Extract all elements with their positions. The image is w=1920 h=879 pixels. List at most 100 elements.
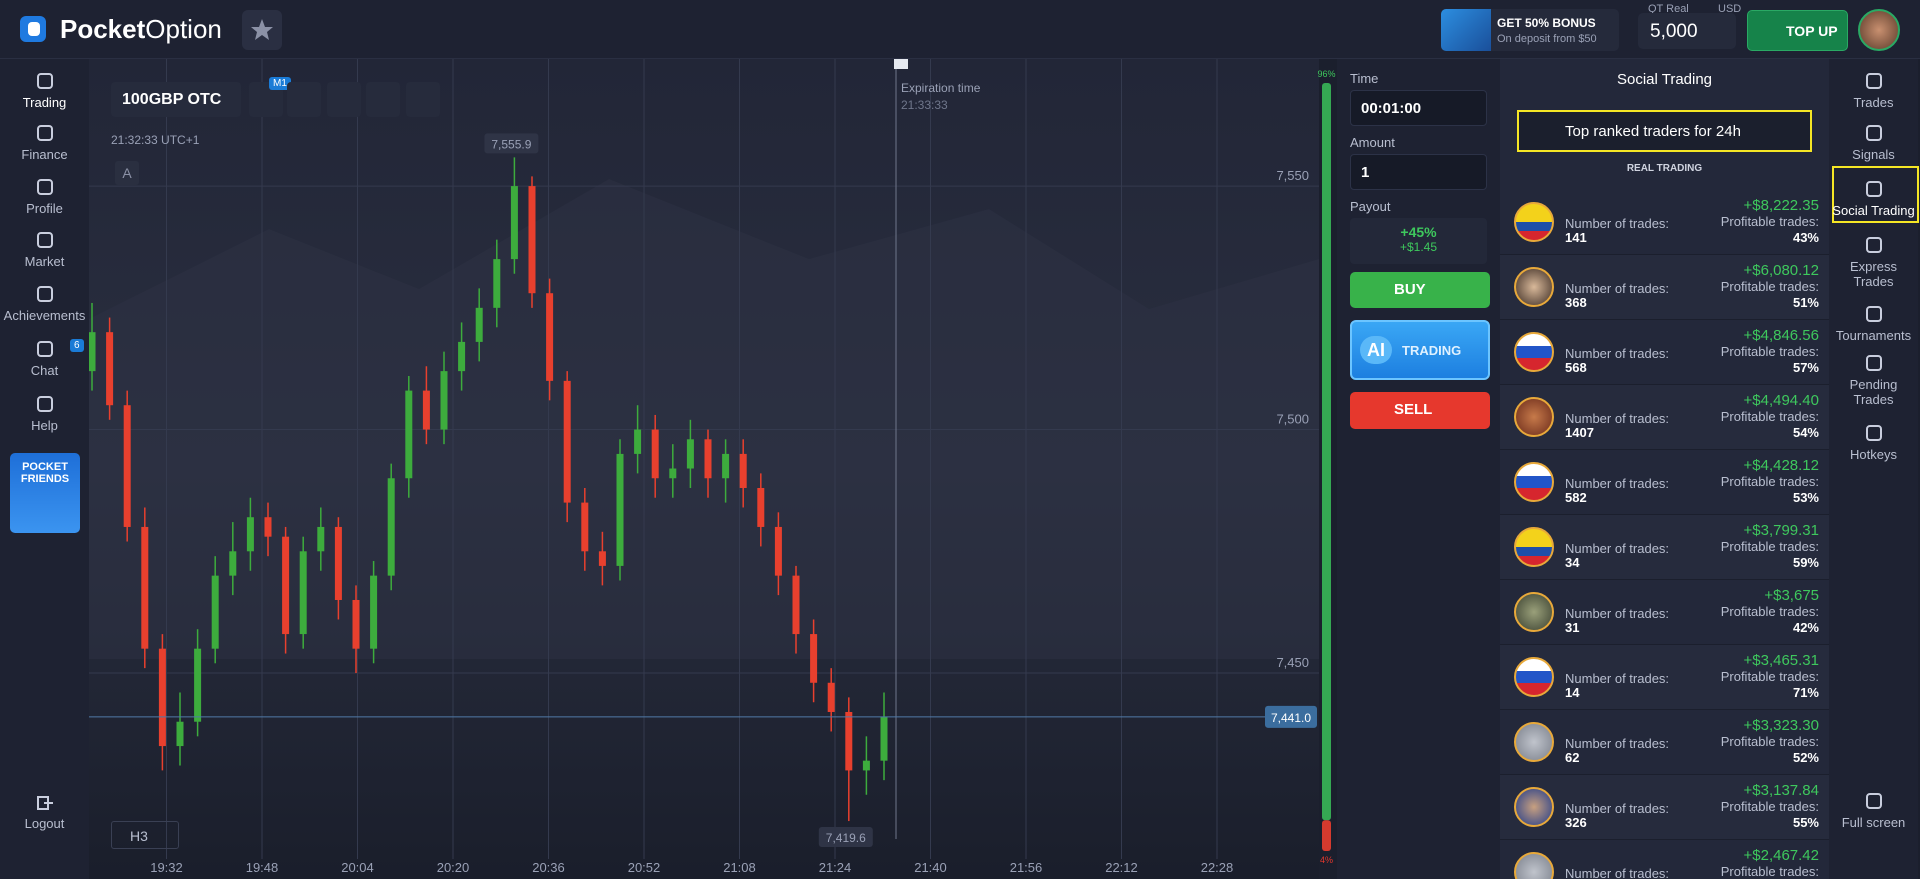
candle-body: [352, 599, 360, 649]
top-up-button[interactable]: TOP UP: [1747, 10, 1848, 51]
nav-label: Signals: [1852, 147, 1895, 162]
current-price-box: [1265, 705, 1317, 728]
ai-trading-button[interactable]: AI TRADING: [1350, 320, 1490, 380]
nav-item[interactable]: Finance: [0, 123, 89, 162]
promo-line: POCKET: [22, 461, 68, 473]
nav-icon: [1865, 355, 1882, 371]
logo-icon: [20, 16, 46, 42]
amount-input[interactable]: 1: [1350, 154, 1487, 190]
profitable-percent: 52%: [1792, 750, 1819, 765]
profitable-percent: 59%: [1792, 555, 1819, 570]
trader-row[interactable]: Number of trades: 1407 +$4,494.40 Profitabl…: [1500, 385, 1829, 450]
asset-selector[interactable]: 100GBP OTC: [111, 82, 241, 117]
candle-body: [89, 332, 96, 372]
nav-item[interactable]: Tournaments: [1829, 304, 1918, 343]
icon-shape: [36, 396, 53, 412]
nav-item[interactable]: Signals: [1829, 123, 1918, 162]
nav-item[interactable]: Trading: [0, 71, 89, 110]
x-tick-label: 20:52: [628, 860, 661, 875]
trades-count: 14: [1565, 685, 1580, 700]
line-button[interactable]: [366, 82, 400, 117]
chart: 19:32 19:48 20:04 20:20 20:36 20:52 21:08 21:24…: [89, 59, 1336, 879]
buy-button[interactable]: BUY: [1350, 272, 1490, 308]
nav-icon: [36, 125, 53, 141]
indicators-button[interactable]: [287, 82, 321, 117]
traders-filter[interactable]: Top ranked traders for 24h: [1517, 110, 1812, 152]
trader-row[interactable]: Number of trades: +$2,467.42 Profitable tr…: [1500, 840, 1829, 879]
candle-body: [757, 487, 765, 527]
nav-item[interactable]: Full screen: [1829, 791, 1918, 830]
bonus-banner[interactable]: GET 50% BONUS On deposit from $50: [1441, 9, 1619, 51]
drawing-tool[interactable]: A: [115, 161, 139, 185]
nav-item[interactable]: Express Trades: [1829, 235, 1918, 289]
timeframe-button[interactable]: M1: [249, 77, 291, 117]
drawings-button[interactable]: [327, 82, 361, 117]
logout[interactable]: Logout: [0, 794, 89, 831]
price-marker-label: 7,419.6: [826, 831, 866, 845]
candle-body: [845, 711, 853, 771]
candle-body: [299, 551, 307, 635]
trader-row[interactable]: Number of trades: 34 +$3,799.31 Profitable …: [1500, 515, 1829, 580]
logo[interactable]: PocketOption: [60, 14, 222, 45]
candle-body: [176, 721, 184, 747]
candle-body: [510, 186, 518, 260]
profitable-percent: 51%: [1792, 295, 1819, 310]
nav-label: Trading: [22, 95, 67, 110]
nav-label: Express Trades: [1850, 259, 1897, 289]
nav-item[interactable]: Hotkeys: [1829, 423, 1918, 462]
layout-button[interactable]: [406, 82, 440, 117]
candle-body: [880, 716, 888, 761]
nav-icon: [1865, 237, 1882, 253]
nav-item[interactable]: Market: [0, 230, 89, 269]
trader-row[interactable]: Number of trades: 14 +$3,465.31 Profitable …: [1500, 645, 1829, 710]
trader-row[interactable]: Number of trades: 326 +$3,137.84 Profitable…: [1500, 775, 1829, 840]
profitable-label: Profitable trades:: [1720, 799, 1819, 814]
profitable-label: Profitable trades:: [1720, 344, 1819, 359]
trader-row[interactable]: Number of trades: 62 +$3,323.30 Profitable …: [1500, 710, 1829, 775]
trader-row[interactable]: Number of trades: 582 +$4,428.12 Profitable…: [1500, 450, 1829, 515]
highlight-box: [1832, 166, 1919, 223]
icon-shape: [1865, 237, 1882, 253]
trader-avatar: [1514, 397, 1554, 437]
nav-label: Hotkeys: [1850, 447, 1897, 462]
icon-shape: [1865, 355, 1882, 371]
nav-label: Full screen: [1841, 815, 1906, 830]
logout-label: Logout: [24, 816, 65, 831]
profitable-label: Profitable trades:: [1720, 734, 1819, 749]
trades-count: 31: [1565, 620, 1580, 635]
trader-avatar: [1514, 332, 1554, 372]
candle-body: [440, 371, 448, 430]
nav-item[interactable]: Help: [0, 394, 89, 433]
trader-row[interactable]: Number of trades: 568 +$4,846.56 Profitable…: [1500, 320, 1829, 385]
candle-body: [387, 478, 395, 576]
favorite-button[interactable]: [242, 10, 282, 50]
trades-count: 326: [1565, 815, 1587, 830]
trades-count: 582: [1565, 490, 1587, 505]
sell-button[interactable]: SELL: [1350, 392, 1490, 429]
balance-box[interactable]: 5,000: [1638, 13, 1736, 49]
star-icon: [251, 19, 273, 40]
period-button[interactable]: H3: [111, 821, 179, 849]
timeframe-badge: M1: [269, 77, 291, 90]
expiration-time: 21:33:33: [901, 98, 948, 112]
trader-row[interactable]: Number of trades: 368 +$6,080.12 Profitable…: [1500, 255, 1829, 320]
trader-row[interactable]: Number of trades: 141 +$8,222.35 Profitable…: [1500, 190, 1829, 255]
nav-item[interactable]: Pending Trades: [1829, 353, 1918, 407]
trader-row[interactable]: Number of trades: 31 +$3,675 Profitable tra…: [1500, 580, 1829, 645]
nav-item[interactable]: Profile: [0, 177, 89, 216]
time-label: Time: [1350, 71, 1379, 86]
time-input[interactable]: 00:01:00: [1350, 90, 1487, 126]
trades-label: Number of trades:: [1565, 411, 1670, 426]
nav-item[interactable]: Chat 6: [0, 339, 89, 378]
price-marker-box: [484, 133, 539, 154]
nav-label: Social Trading: [1832, 203, 1915, 218]
nav-item[interactable]: Social Trading: [1829, 179, 1918, 218]
profitable-label: Profitable trades:: [1720, 539, 1819, 554]
nav-label: Achievements: [3, 308, 86, 323]
promo-banner[interactable]: POCKET FRIENDS: [10, 453, 80, 533]
nav-item[interactable]: Achievements: [0, 284, 89, 323]
trades-label: Number of trades:: [1565, 476, 1670, 491]
nav-item[interactable]: Trades: [1829, 71, 1918, 110]
ai-label: TRADING: [1402, 343, 1462, 358]
user-avatar[interactable]: [1858, 9, 1900, 51]
